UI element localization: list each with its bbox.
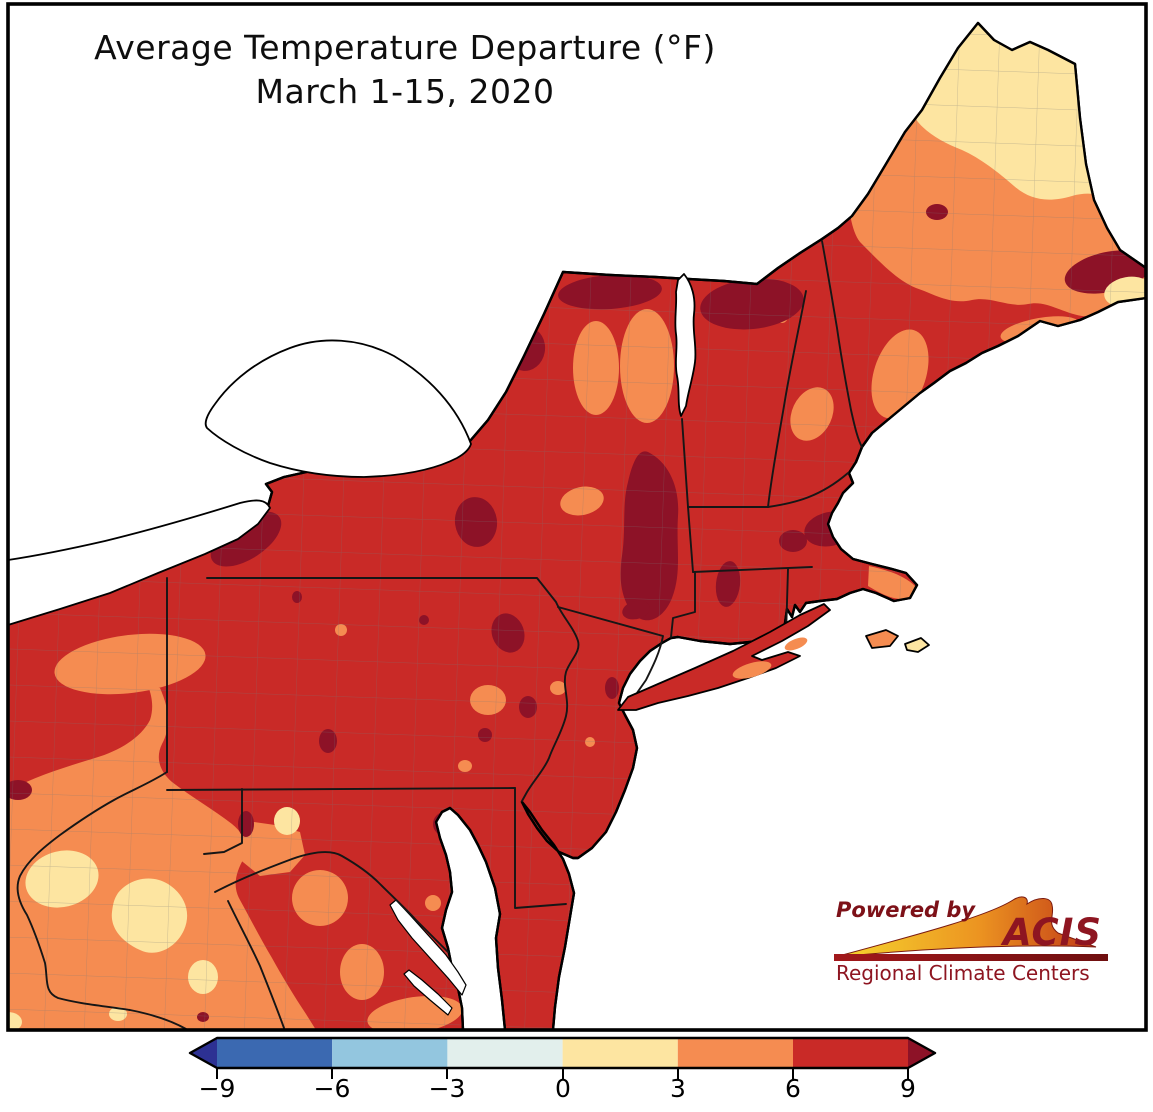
colorbar-segment [677, 1038, 793, 1068]
state-border [214, 851, 449, 953]
colorbar-tick-label: 6 [785, 1074, 801, 1103]
colorbar-segment [793, 1038, 908, 1068]
acis-underline-bar [834, 954, 1108, 961]
state-border [16, 771, 187, 1030]
islands [617, 603, 930, 711]
map-title: Average Temperature Departure (°F) March… [50, 26, 760, 113]
state-border [687, 506, 694, 573]
colorbar-segment [332, 1038, 448, 1068]
colorbar-arrow-right [908, 1038, 935, 1068]
map-frame [6, 2, 1148, 1032]
colorbar-tick-label: 9 [900, 1074, 916, 1103]
marthas-vineyard [865, 629, 899, 649]
lake-erie [8, 499, 271, 626]
anomaly-blob [852, 500, 868, 512]
county-lines-texture [8, 23, 1146, 1030]
acis-wordmark: ACIS [1003, 911, 1103, 954]
anomaly-blob [784, 637, 808, 651]
anomaly-blob [732, 661, 772, 679]
map-title-line1: Average Temperature Departure (°F) [94, 28, 716, 67]
state-border [557, 606, 664, 704]
colorbar-ticks [216, 1068, 909, 1079]
state-border [227, 900, 285, 1029]
state-border [670, 571, 696, 638]
colorbar-tick-label: 3 [670, 1074, 686, 1103]
colorbar-tick-label: −3 [428, 1074, 466, 1103]
state-border [681, 418, 689, 508]
acis-logo-graphic [834, 896, 1108, 961]
state-border [206, 577, 580, 802]
colorbar-tick-label: 0 [555, 1074, 571, 1103]
state-border [821, 240, 863, 448]
state-border [166, 787, 516, 791]
acis-subtitle: Regional Climate Centers [836, 961, 1090, 985]
colorbar-segment [562, 1038, 678, 1068]
state-border [687, 472, 849, 508]
colorbar-tick-label: −9 [198, 1074, 236, 1103]
anomaly-fill-layer [8, 23, 1146, 1030]
state-border [203, 788, 243, 855]
state-border [514, 787, 567, 909]
map-title-line2: March 1-15, 2020 [255, 71, 555, 111]
acis-powered-by-label: Powered by [836, 898, 976, 922]
colorbar-segment [217, 1038, 333, 1068]
colorbar [188, 1036, 937, 1079]
colorbar-segment [447, 1038, 563, 1068]
state-border [692, 566, 813, 573]
nantucket [904, 637, 930, 653]
colorbar-tick-label: −6 [313, 1074, 351, 1103]
lake-champlain [674, 273, 697, 417]
acis-swoosh [834, 896, 1097, 958]
state-borders [16, 240, 863, 1030]
colorbar-arrow-left [190, 1038, 217, 1068]
state-border [767, 290, 807, 508]
lake-ontario [204, 339, 472, 478]
rappahannock-estuary [403, 969, 453, 1016]
long-island [617, 603, 831, 711]
